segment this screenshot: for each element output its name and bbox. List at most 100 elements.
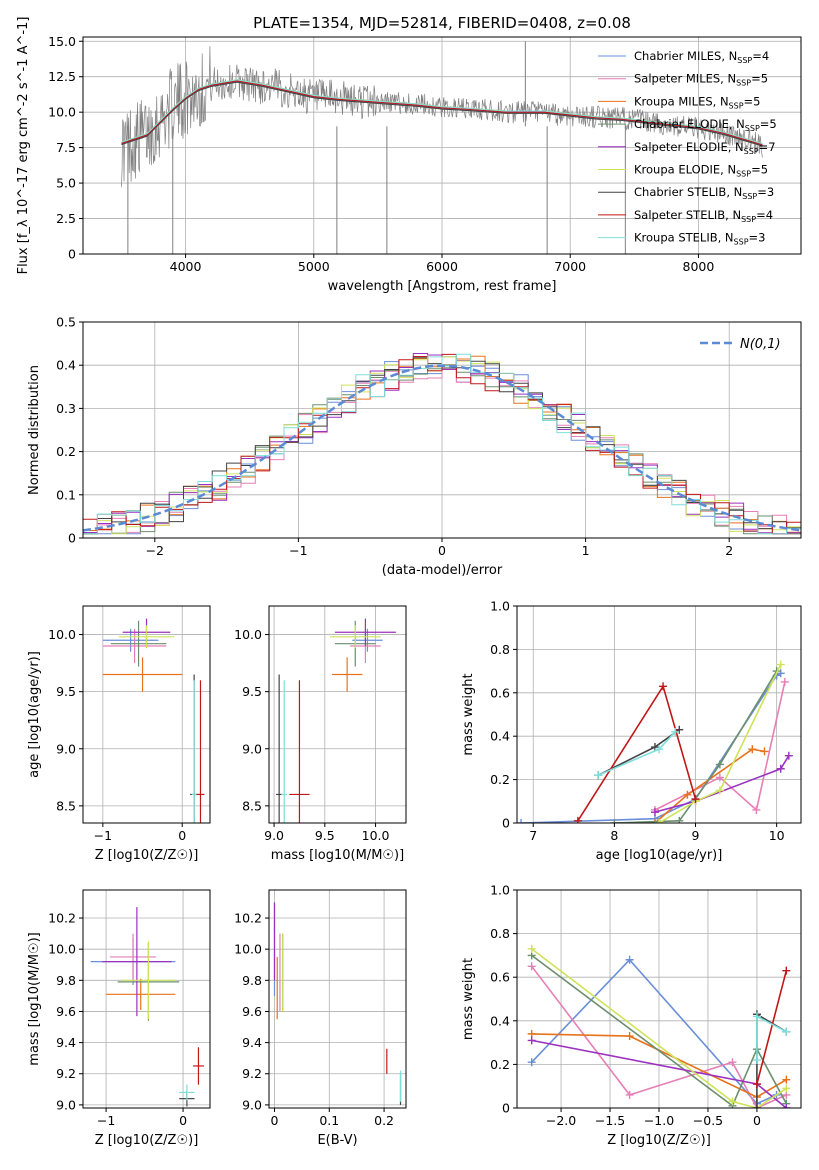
x-tick-label: 9: [692, 828, 700, 843]
x-tick-label: −0.5: [693, 1113, 723, 1128]
weight-line: [531, 1033, 787, 1099]
y-axis-label: mass [log10(M/M☉)]: [27, 932, 42, 1065]
y-tick-label: 10.2: [234, 911, 262, 926]
spectrum-model-line: [121, 80, 763, 146]
x-tick-label: 9.0: [264, 828, 284, 843]
weight-vs-age-plot: [517, 660, 793, 823]
weight-line: [531, 958, 777, 1105]
weight-marker: [527, 962, 536, 971]
legend-gaussian-label: N(0,1): [740, 337, 781, 352]
y-axis-label: mass weight: [461, 673, 476, 755]
mass-vs-Z-plot: [90, 907, 204, 1107]
x-axis-label: Z [log10(Z/Z☉)]: [95, 1133, 199, 1148]
y-tick-label: 8.5: [242, 798, 262, 813]
x-tick-label: 9.5: [315, 828, 335, 843]
y-tick-label: 9.0: [242, 741, 262, 756]
x-tick-label: 0: [271, 1113, 279, 1128]
residual-histogram: [83, 353, 801, 535]
y-tick-label: 0: [502, 1101, 510, 1116]
y-tick-label: 0: [68, 247, 76, 262]
legend-label: Chabrier ELODIE, NSSP=5: [634, 117, 777, 133]
y-tick-label: 0.3: [56, 401, 76, 416]
weight-line: [654, 748, 765, 823]
y-tick-label: 0.4: [56, 358, 76, 373]
x-axis-label: Z [log10(Z/Z☉)]: [607, 1133, 711, 1148]
y-tick-label: 0.2: [490, 1057, 510, 1072]
mass-vs-EBV-plot: [273, 902, 402, 1105]
weight-marker: [752, 805, 761, 814]
y-tick-label: 10.0: [234, 942, 262, 957]
y-tick-label: 1.0: [490, 883, 510, 898]
weight-marker: [748, 745, 757, 754]
y-tick-label: 0.8: [490, 642, 510, 657]
legend-label: Chabrier STELIB, NSSP=3: [634, 185, 774, 201]
y-tick-label: 5.0: [56, 176, 76, 191]
weight-line: [756, 970, 788, 1085]
weight-marker: [527, 1058, 536, 1067]
weight-marker: [782, 1104, 791, 1108]
spectrum-model-line: [121, 81, 763, 147]
y-tick-label: 9.8: [56, 973, 76, 988]
y-tick-label: 10.0: [48, 942, 76, 957]
weight-marker: [675, 725, 684, 734]
x-axis-label: age [log10(age/yr)]: [596, 848, 723, 863]
x-tick-label: 8000: [683, 259, 715, 274]
y-tick-label: 0.4: [490, 1013, 510, 1028]
weight-marker: [655, 819, 663, 823]
weight-marker: [780, 677, 789, 686]
legend-label: Salpeter MILES, NSSP=5: [634, 72, 768, 88]
y-tick-label: 15.0: [48, 34, 76, 49]
x-tick-label: 0: [178, 828, 186, 843]
y-tick-label: 0: [68, 531, 76, 546]
x-tick-label: 8: [610, 828, 618, 843]
weight-marker: [655, 745, 663, 754]
weight-marker: [776, 669, 785, 678]
y-tick-label: 10.2: [48, 911, 76, 926]
y-tick-label: 9.4: [56, 1035, 76, 1050]
weight-marker: [782, 966, 791, 975]
x-tick-label: 10: [769, 828, 785, 843]
y-tick-label: 9.2: [56, 1066, 76, 1081]
weight-marker: [683, 790, 692, 799]
x-tick-label: −1: [289, 543, 307, 558]
weight-marker: [715, 760, 724, 769]
weight-marker: [625, 1032, 634, 1041]
weight-marker: [675, 816, 684, 823]
y-tick-label: 0.6: [490, 685, 510, 700]
x-tick-label: 0: [179, 1113, 187, 1128]
weight-marker: [527, 944, 536, 953]
y-tick-label: 0.5: [56, 315, 76, 330]
x-tick-label: 0.2: [374, 1113, 394, 1128]
weight-marker: [691, 795, 700, 804]
y-tick-label: 12.5: [48, 69, 76, 84]
x-tick-label: 10.0: [362, 828, 390, 843]
y-tick-label: 0.6: [490, 970, 510, 985]
age-vs-Z-plot: [102, 618, 205, 823]
x-tick-label: 0: [753, 1113, 761, 1128]
weight-marker: [625, 955, 634, 964]
weight-marker: [715, 773, 724, 782]
x-axis-label: (data-model)/error: [382, 563, 503, 578]
axes-frame: [268, 605, 407, 824]
weight-marker: [752, 1012, 761, 1021]
weight-marker: [573, 816, 582, 823]
y-tick-label: 0: [502, 816, 510, 831]
axes-layer: 4000 5000 6000 7000 800002.55.07.510.012.515…: [16, 17, 802, 1148]
gaussian-curve: [83, 364, 801, 532]
weight-marker: [728, 1097, 737, 1106]
axes-frame: [82, 889, 211, 1109]
weight-marker: [782, 1075, 791, 1084]
x-axis-label: mass [log10(M/M☉)]: [271, 848, 404, 863]
y-tick-label: 10.0: [48, 627, 76, 642]
weight-vs-Z-plot: [527, 944, 791, 1108]
weight-line: [531, 954, 788, 1108]
x-tick-label: −1: [94, 828, 112, 843]
weight-marker: [527, 1036, 536, 1045]
weight-marker: [776, 660, 785, 669]
x-tick-label: 6000: [426, 259, 458, 274]
weight-marker: [610, 819, 619, 823]
figure-title: PLATE=1354, MJD=52814, FIBERID=0408, z=0…: [253, 14, 631, 32]
residuals-plot: [83, 353, 801, 535]
weight-marker: [782, 1084, 791, 1093]
